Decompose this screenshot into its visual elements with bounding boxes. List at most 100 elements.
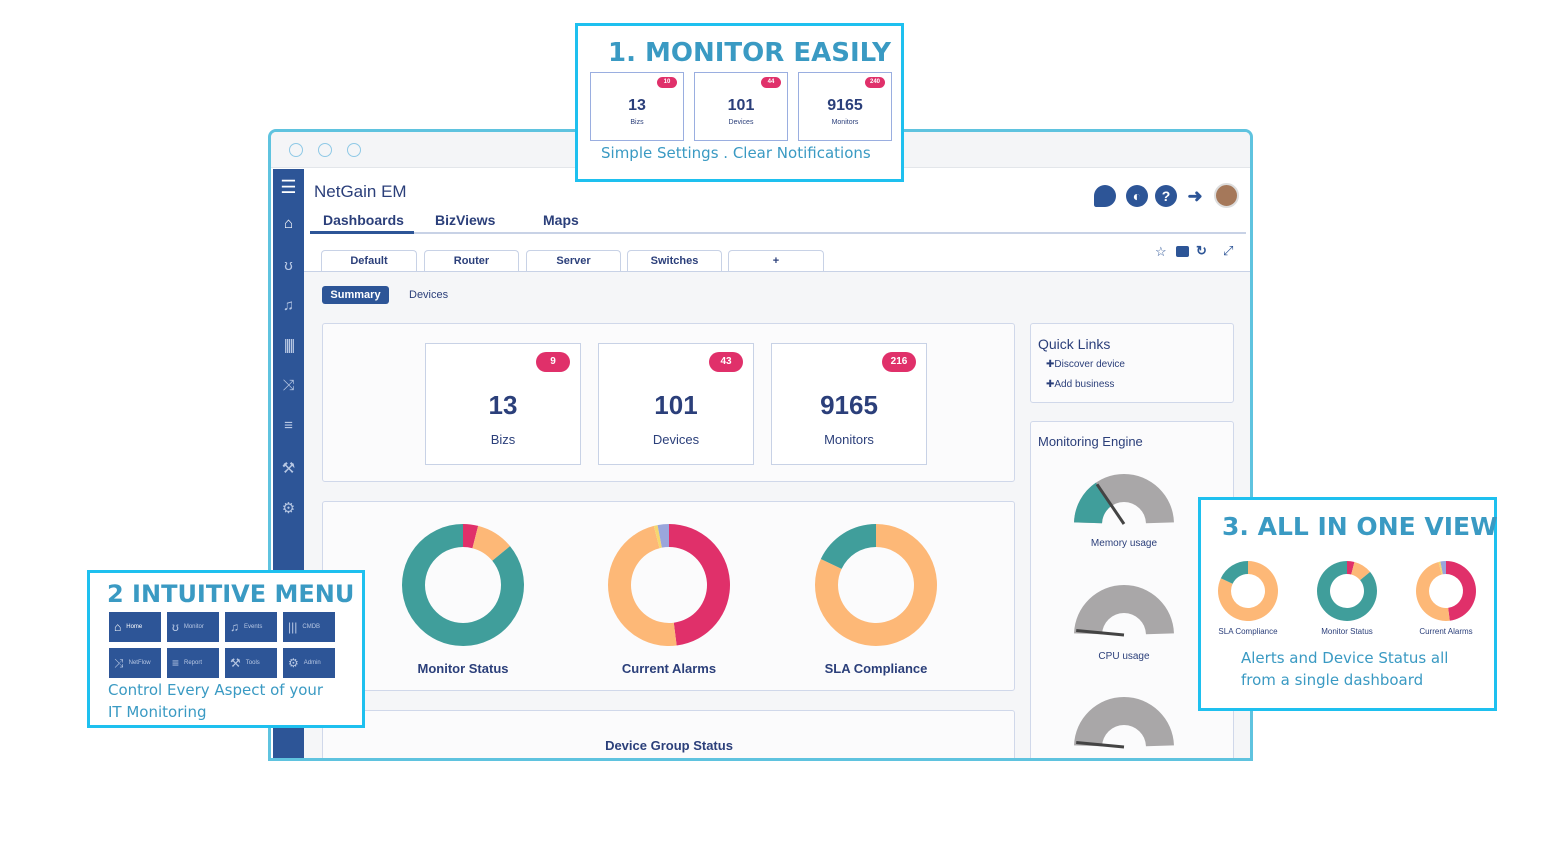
refresh-icon[interactable]: ↻ xyxy=(1196,243,1207,258)
stat-card-bizs[interactable]: 9 13 Bizs xyxy=(425,343,581,465)
callout-monitor-easily: 1. MONITOR EASILY 10 13 Bizs 44 101 Devi… xyxy=(575,23,904,182)
donut-slice-ok[interactable] xyxy=(1317,561,1377,621)
tab-summary[interactable]: Summary xyxy=(322,286,389,304)
contrast-icon[interactable]: ◐ xyxy=(1126,185,1148,207)
help-icon[interactable]: ? xyxy=(1155,185,1177,207)
stat-card-monitors[interactable]: 216 9165 Monitors xyxy=(771,343,927,465)
menu-tools[interactable]: ⚒ Tools xyxy=(225,648,277,678)
gauge-label: Memory usage xyxy=(1090,538,1158,549)
tab-dashboards[interactable]: Dashboards xyxy=(323,212,404,228)
menu-label: Events xyxy=(244,624,263,630)
notification-badge: 44 xyxy=(761,77,781,88)
list-icon[interactable]: ≡ xyxy=(284,417,293,434)
tab-router[interactable]: Router xyxy=(424,250,519,272)
bell-icon[interactable]: ♫ xyxy=(282,297,295,314)
chart-title: Monitor Status xyxy=(1321,627,1373,636)
window-dot[interactable] xyxy=(289,143,303,157)
tab-server[interactable]: Server xyxy=(526,250,621,272)
stethoscope-icon[interactable]: ʊ xyxy=(284,257,293,274)
gauge-label: CPU usage xyxy=(1098,651,1150,662)
home-icon[interactable]: ⌂ xyxy=(283,215,294,232)
stethoscope-icon: ʊ xyxy=(172,620,179,634)
donut-slice-warning[interactable] xyxy=(472,525,511,561)
window-dot[interactable] xyxy=(318,143,332,157)
donut-slice-minor[interactable] xyxy=(653,525,662,549)
menu-netflow[interactable]: ⤨ NetFlow xyxy=(109,648,161,678)
notification-badge: 10 xyxy=(657,77,677,88)
stat-label: Monitors xyxy=(824,432,874,447)
donut-slice-non-compliant[interactable] xyxy=(1220,561,1248,584)
chart-title: SLA Compliance xyxy=(824,661,928,676)
shuffle-icon[interactable]: ⤨ xyxy=(282,377,295,394)
window-dot[interactable] xyxy=(347,143,361,157)
wrench-icon: ⚒ xyxy=(230,656,241,670)
menu-monitor[interactable]: ʊ Monitor xyxy=(167,612,219,642)
tab-switches[interactable]: Switches xyxy=(627,250,722,272)
tab-maps[interactable]: Maps xyxy=(543,212,579,228)
stat-value: 101 xyxy=(727,97,755,114)
donut-slice-compliant[interactable] xyxy=(815,524,937,646)
expand-icon[interactable]: ⤢ xyxy=(1223,243,1234,258)
donut-slice-minor[interactable] xyxy=(1438,561,1443,575)
panel-title: Device Group Status xyxy=(605,738,733,753)
donut-slice-critical[interactable] xyxy=(1446,561,1476,621)
wrench-icon[interactable]: ⚒ xyxy=(281,460,296,477)
donut-slice-info[interactable] xyxy=(657,524,669,548)
discover-device-link[interactable]: ✚Discover device xyxy=(1046,359,1125,370)
notification-badge: 216 xyxy=(882,352,916,372)
star-icon[interactable]: ☆ xyxy=(1155,244,1167,259)
donut-slice-critical[interactable] xyxy=(1347,561,1355,575)
gauge xyxy=(1074,697,1174,749)
menu-report[interactable]: ≡ Report xyxy=(167,648,219,678)
mini-sla-donut xyxy=(1218,561,1278,621)
menu-cmdb[interactable]: ||| CMDB xyxy=(283,612,335,642)
list-icon: ≡ xyxy=(172,656,180,670)
add-business-link[interactable]: ✚Add business xyxy=(1046,379,1115,390)
stat-card-devices[interactable]: 43 101 Devices xyxy=(598,343,754,465)
tab-devices[interactable]: Devices xyxy=(409,289,449,301)
app-title: NetGain EM xyxy=(314,182,407,201)
active-tab-indicator xyxy=(310,231,414,234)
donut-slice-critical[interactable] xyxy=(669,524,730,646)
menu-events[interactable]: ♫ Events xyxy=(225,612,277,642)
menu-home[interactable]: ⌂ Home xyxy=(109,612,161,642)
gauge-needle xyxy=(1076,740,1125,749)
menu-label: Admin xyxy=(303,660,321,666)
donut-slice-warning[interactable] xyxy=(1416,561,1450,621)
tab-bizviews[interactable]: BizViews xyxy=(435,212,496,228)
user-avatar[interactable] xyxy=(1214,183,1239,208)
logout-icon[interactable]: ➜ xyxy=(1187,186,1203,206)
chart-title: Current Alarms xyxy=(1419,627,1473,636)
stat-label: Bizs xyxy=(490,432,516,447)
menu-icon[interactable]: ☰ xyxy=(280,177,297,197)
callout-title: 2 INTUITIVE MENU xyxy=(107,580,355,608)
donut-slice-info[interactable] xyxy=(1440,561,1446,575)
gear-icon[interactable]: ⚙ xyxy=(281,500,296,517)
add-tab-button[interactable]: + xyxy=(728,250,824,272)
chat-icon[interactable] xyxy=(1094,185,1116,207)
chart-title: Monitor Status xyxy=(417,661,509,676)
barcode-icon[interactable]: ||||| xyxy=(283,337,295,354)
donut-slice-warning[interactable] xyxy=(608,525,677,646)
donut-charts xyxy=(402,524,937,646)
mini-stat-card: 44 101 Devices xyxy=(694,72,788,141)
menu-label: Report xyxy=(184,660,203,666)
donut-slice-warning[interactable] xyxy=(1351,561,1371,581)
donut-slice-ok[interactable] xyxy=(402,524,524,646)
menu-admin[interactable]: ⚙ Admin xyxy=(283,648,335,678)
link-label: Add business xyxy=(1054,379,1115,390)
barcode-icon: ||| xyxy=(288,620,298,634)
current-alarms-donut xyxy=(608,524,730,646)
tab-default[interactable]: Default xyxy=(321,250,417,273)
callout-all-in-one-view: 3. ALL IN ONE VIEW SLA Compliance Monito… xyxy=(1198,497,1498,711)
stat-value: 13 xyxy=(628,97,646,114)
donut-slice-non-compliant[interactable] xyxy=(820,524,876,569)
stat-label: Bizs xyxy=(630,119,644,126)
stat-label: Devices xyxy=(728,119,754,126)
callout-subtitle: IT Monitoring xyxy=(108,703,207,721)
panel-title: Quick Links xyxy=(1038,336,1111,352)
bell-icon: ♫ xyxy=(230,620,239,634)
camera-icon[interactable] xyxy=(1176,246,1189,257)
donut-slice-compliant[interactable] xyxy=(1218,561,1278,621)
donut-slice-critical[interactable] xyxy=(463,524,479,549)
